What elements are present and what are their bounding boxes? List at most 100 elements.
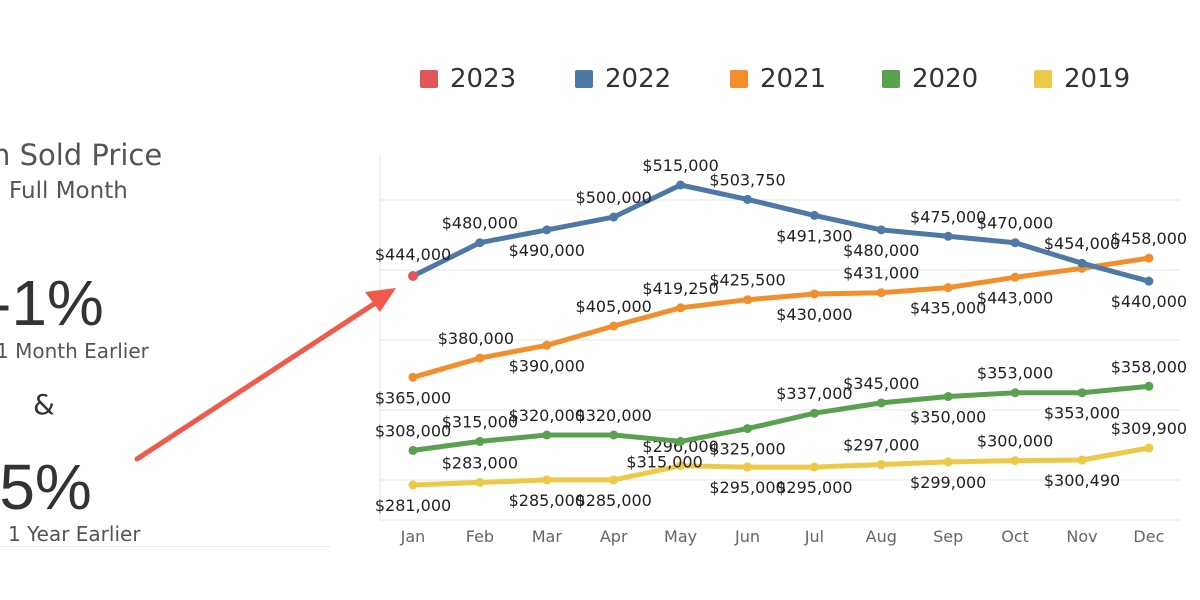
- data-point-2021-feb: [475, 353, 485, 363]
- chart-legend: 2023 2022 2021 2020 2019: [420, 64, 1200, 100]
- data-point-2022-dec: [1144, 276, 1154, 286]
- data-point-2020-jan: [408, 445, 418, 455]
- legend-swatch-2021: [730, 70, 748, 88]
- data-label-2020-jun: $325,000: [709, 440, 785, 459]
- data-point-2020-sep: [943, 392, 953, 402]
- legend-label-2019: 2019: [1064, 64, 1131, 94]
- data-point-2021-may: [676, 303, 686, 313]
- legend-item-2021: 2021: [730, 64, 826, 94]
- data-point-2023-jan: [408, 271, 418, 282]
- data-label-2021-jul: $430,000: [776, 305, 852, 324]
- data-point-2021-jul: [809, 289, 819, 299]
- data-label-2022-aug: $480,000: [843, 241, 919, 260]
- x-tick-label-dec: Dec: [1133, 527, 1164, 546]
- data-label-2021-oct: $443,000: [977, 288, 1053, 307]
- data-point-2019-aug: [876, 459, 886, 469]
- data-point-2020-jul: [809, 408, 819, 418]
- month-change-value: -1%: [0, 267, 104, 339]
- data-point-2020-jun: [743, 424, 752, 434]
- x-tick-label-sep: Sep: [933, 527, 963, 546]
- data-label-2022-may: $515,000: [642, 156, 718, 175]
- data-point-2019-nov: [1077, 455, 1087, 465]
- x-tick-label-may: May: [664, 527, 697, 546]
- data-point-2021-dec: [1144, 253, 1154, 263]
- data-label-2020-sep: $350,000: [910, 408, 986, 427]
- data-label-2021-jan: $365,000: [375, 388, 451, 407]
- data-label-2022-dec: $440,000: [1111, 292, 1187, 311]
- data-point-2022-mar: [542, 225, 552, 235]
- data-label-2020-aug: $345,000: [843, 374, 919, 393]
- data-label-2022-apr: $500,000: [576, 188, 652, 207]
- data-point-2020-feb: [475, 436, 485, 446]
- data-label-2022-jun: $503,750: [709, 170, 785, 189]
- data-point-2019-jan: [408, 480, 418, 490]
- data-label-2019-jul: $295,000: [776, 478, 852, 497]
- summary-title: n Sold Price: [0, 138, 163, 172]
- data-point-2020-may: [676, 436, 686, 446]
- x-tick-label-feb: Feb: [466, 527, 494, 546]
- data-label-2019-dec: $309,900: [1111, 419, 1187, 438]
- month-change-caption: 1 Month Earlier: [0, 339, 149, 363]
- legend-label-2020: 2020: [912, 64, 979, 94]
- data-point-2022-jul: [809, 210, 819, 220]
- data-point-2019-oct: [1010, 456, 1020, 466]
- data-label-2019-jun: $295,000: [709, 478, 785, 497]
- data-label-2019-oct: $300,000: [977, 432, 1053, 451]
- data-point-2020-aug: [876, 398, 886, 408]
- data-point-2019-jul: [809, 462, 819, 472]
- data-point-2019-may: [676, 461, 686, 471]
- ampersand: &: [33, 388, 55, 421]
- legend-item-2020: 2020: [882, 64, 978, 94]
- x-tick-label-mar: Mar: [532, 527, 563, 546]
- data-label-2022-mar: $490,000: [509, 241, 585, 260]
- legend-swatch-2022: [575, 70, 593, 88]
- data-point-2022-jun: [743, 194, 752, 204]
- data-label-2019-nov: $300,490: [1044, 471, 1120, 490]
- arrow-head: [365, 288, 396, 312]
- data-point-2021-jun: [743, 295, 752, 305]
- data-point-2019-sep: [943, 457, 953, 467]
- legend-swatch-2019: [1034, 70, 1052, 88]
- data-label-2022-jul: $491,300: [776, 226, 852, 245]
- data-label-2019-jan: $281,000: [375, 496, 451, 515]
- summary-divider: [0, 546, 330, 547]
- data-point-2021-mar: [542, 340, 552, 350]
- data-point-2019-dec: [1144, 443, 1154, 453]
- data-point-2019-apr: [609, 475, 619, 485]
- series-line-2021: [410, 255, 1152, 380]
- data-label-2021-mar: $390,000: [509, 356, 585, 375]
- data-label-2021-may: $419,250: [642, 279, 718, 298]
- data-label-2021-aug: $431,000: [843, 264, 919, 283]
- legend-label-2021: 2021: [760, 64, 827, 94]
- x-tick-label-aug: Aug: [866, 527, 897, 546]
- data-point-2019-jun: [743, 462, 752, 472]
- year-change-value: -5%: [0, 451, 92, 523]
- data-point-2022-nov: [1077, 258, 1087, 268]
- data-point-2021-jan: [408, 372, 418, 382]
- x-tick-label-apr: Apr: [600, 527, 628, 546]
- legend-item-2023: 2023: [420, 64, 516, 94]
- data-point-2020-oct: [1010, 388, 1020, 398]
- data-point-2022-feb: [475, 238, 485, 248]
- legend-swatch-2023: [420, 70, 438, 88]
- x-tick-label-jul: Jul: [804, 527, 824, 546]
- data-label-2020-mar: $320,000: [509, 406, 585, 425]
- data-point-2022-apr: [609, 212, 619, 222]
- data-point-2022-aug: [876, 225, 886, 235]
- data-point-2019-feb: [475, 477, 485, 487]
- data-label-2021-dec: $458,000: [1111, 229, 1187, 248]
- legend-item-2022: 2022: [575, 64, 671, 94]
- data-label-2019-sep: $299,000: [910, 473, 986, 492]
- legend-item-2019: 2019: [1034, 64, 1130, 94]
- data-point-2021-sep: [943, 283, 953, 293]
- data-label-2021-apr: $405,000: [576, 297, 652, 316]
- series-line-2022: [410, 182, 1152, 284]
- data-point-2022-sep: [943, 231, 953, 241]
- legend-swatch-2020: [882, 70, 900, 88]
- data-label-2019-mar: $285,000: [509, 491, 585, 510]
- x-tick-label-oct: Oct: [1001, 527, 1029, 546]
- data-label-2022-oct: $470,000: [977, 214, 1053, 233]
- x-tick-label-jan: Jan: [400, 527, 426, 546]
- series-line-2019: [410, 445, 1152, 488]
